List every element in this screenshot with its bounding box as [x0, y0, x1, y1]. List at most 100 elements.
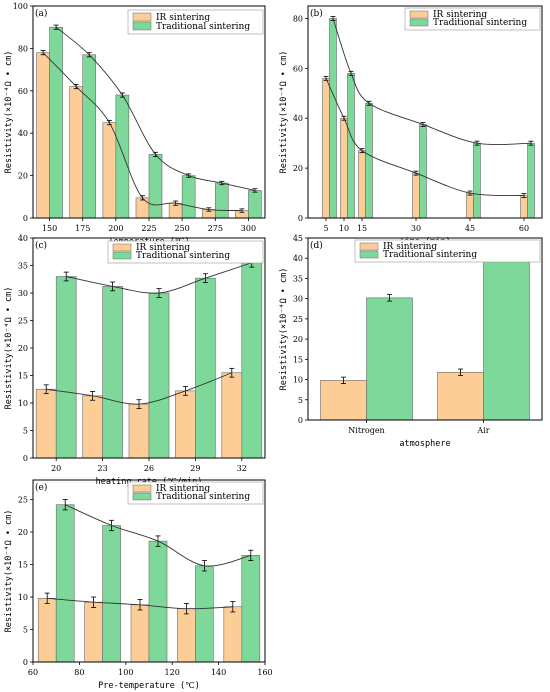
y-tick-label: 40 — [18, 234, 28, 243]
y-tick-label: 35 — [18, 262, 28, 271]
y-tick-label: 20 — [18, 344, 28, 353]
y-tick-label: 10 — [293, 376, 303, 385]
bar-traditional — [148, 154, 163, 219]
bar-traditional — [329, 18, 337, 219]
x-axis-title: atmosphere — [399, 439, 450, 449]
legend-swatch — [409, 10, 429, 19]
x-tick-label: 29 — [190, 464, 200, 473]
x-tick-label: 60 — [28, 668, 38, 677]
y-tick-label: 30 — [293, 295, 303, 304]
y-tick-label: 60 — [293, 64, 303, 73]
trend-curve-traditional — [66, 262, 252, 294]
y-tick-label: 5 — [23, 427, 28, 436]
y-tick-label: 0 — [23, 214, 28, 223]
y-tick-label: 0 — [23, 658, 28, 667]
bar-ir — [35, 388, 57, 459]
y-tick-label: 20 — [18, 528, 28, 537]
bar-traditional — [214, 182, 229, 219]
y-tick-label: 40 — [18, 129, 28, 138]
panel-label: (c) — [35, 240, 47, 251]
legend-swatch — [359, 242, 379, 251]
plot-frame — [32, 479, 266, 663]
legend-label: IR sintering — [383, 242, 437, 252]
y-axis-title: Resistivity(×10⁻⁴Ω • cm) — [4, 287, 14, 410]
x-tick-label: 60 — [519, 224, 529, 233]
legend-swatch — [112, 251, 132, 260]
bar-traditional — [181, 175, 196, 219]
y-tick-label: 80 — [293, 14, 303, 23]
x-tick-label: 120 — [165, 668, 180, 677]
x-tick-label: Nitrogen — [348, 426, 384, 435]
legend-swatch — [409, 18, 429, 27]
legend-box — [107, 240, 264, 264]
y-axis-title: Resistivity(×10⁻⁴Ω • cm) — [279, 51, 289, 174]
x-tick-label: 15 — [357, 224, 367, 233]
bar-traditional — [248, 190, 262, 219]
bar-traditional — [473, 142, 481, 219]
x-tick-label: 175 — [75, 224, 90, 233]
bar-traditional — [55, 504, 75, 663]
bar-ir — [128, 403, 150, 459]
trend-curve-ir — [325, 78, 525, 197]
bar-ir — [358, 150, 366, 219]
x-tick-label: 45 — [465, 224, 475, 233]
x-tick-label: 10 — [339, 224, 349, 233]
y-tick-label: 10 — [18, 593, 28, 602]
legend-swatch — [112, 243, 132, 252]
legend-label: Traditional sintering — [156, 492, 250, 502]
panel-d: 0 5 10 15 20 25 30 35 40 45 Nitrogen Air atmosphere R… — [279, 234, 543, 449]
plot-frame — [307, 237, 543, 421]
y-tick-label: 5 — [298, 396, 303, 405]
bar-traditional — [366, 297, 413, 421]
legend-label: Traditional sintering — [383, 250, 477, 260]
y-tick-label: 25 — [293, 315, 303, 324]
bar-ir — [466, 192, 474, 219]
legend-box — [127, 481, 264, 505]
y-tick-label: 100 — [13, 2, 28, 11]
y-axis-title: Resistivity(×10⁻⁴Ω • cm) — [279, 268, 289, 391]
bar-ir — [130, 604, 150, 663]
y-tick-label: 20 — [293, 164, 303, 173]
legend-label: IR sintering — [433, 10, 487, 20]
y-tick-label: 45 — [293, 234, 303, 243]
plot-frame — [307, 5, 543, 219]
legend-label: Traditional sintering — [433, 18, 527, 28]
trend-curve-ir — [42, 52, 242, 212]
y-tick-label: 20 — [18, 172, 28, 181]
bar-ir — [437, 371, 484, 421]
y-tick-label: 15 — [18, 372, 28, 381]
y-tick-label: 35 — [293, 274, 303, 283]
bar-traditional — [55, 276, 77, 459]
x-tick-label: 26 — [144, 464, 154, 473]
bar-ir — [102, 122, 117, 219]
y-tick-label: 0 — [23, 454, 28, 463]
trend-curve-traditional — [55, 26, 256, 191]
bar-ir — [221, 372, 243, 459]
panel-label: (b) — [310, 8, 323, 19]
legend-label: Traditional sintering — [136, 251, 230, 261]
y-tick-label: 10 — [18, 399, 28, 408]
y-tick-label: 5 — [23, 626, 28, 635]
x-tick-label: 225 — [141, 224, 156, 233]
y-tick-label: 0 — [298, 214, 303, 223]
bar-traditional — [148, 292, 170, 459]
legend-swatch — [132, 21, 152, 31]
bar-ir — [36, 52, 50, 219]
bar-traditional — [49, 26, 63, 219]
y-tick-label: 60 — [18, 87, 28, 96]
bar-ir — [84, 601, 103, 663]
legend-label: IR sintering — [156, 484, 210, 494]
bar-ir — [175, 390, 196, 459]
trend-curve-traditional — [65, 504, 251, 567]
bar-traditional — [148, 540, 168, 663]
bar-ir — [223, 606, 243, 663]
legend-swatch — [132, 484, 152, 493]
bar-traditional — [82, 54, 97, 219]
x-tick-label: 300 — [241, 224, 256, 233]
x-tick-label: 32 — [237, 464, 247, 473]
